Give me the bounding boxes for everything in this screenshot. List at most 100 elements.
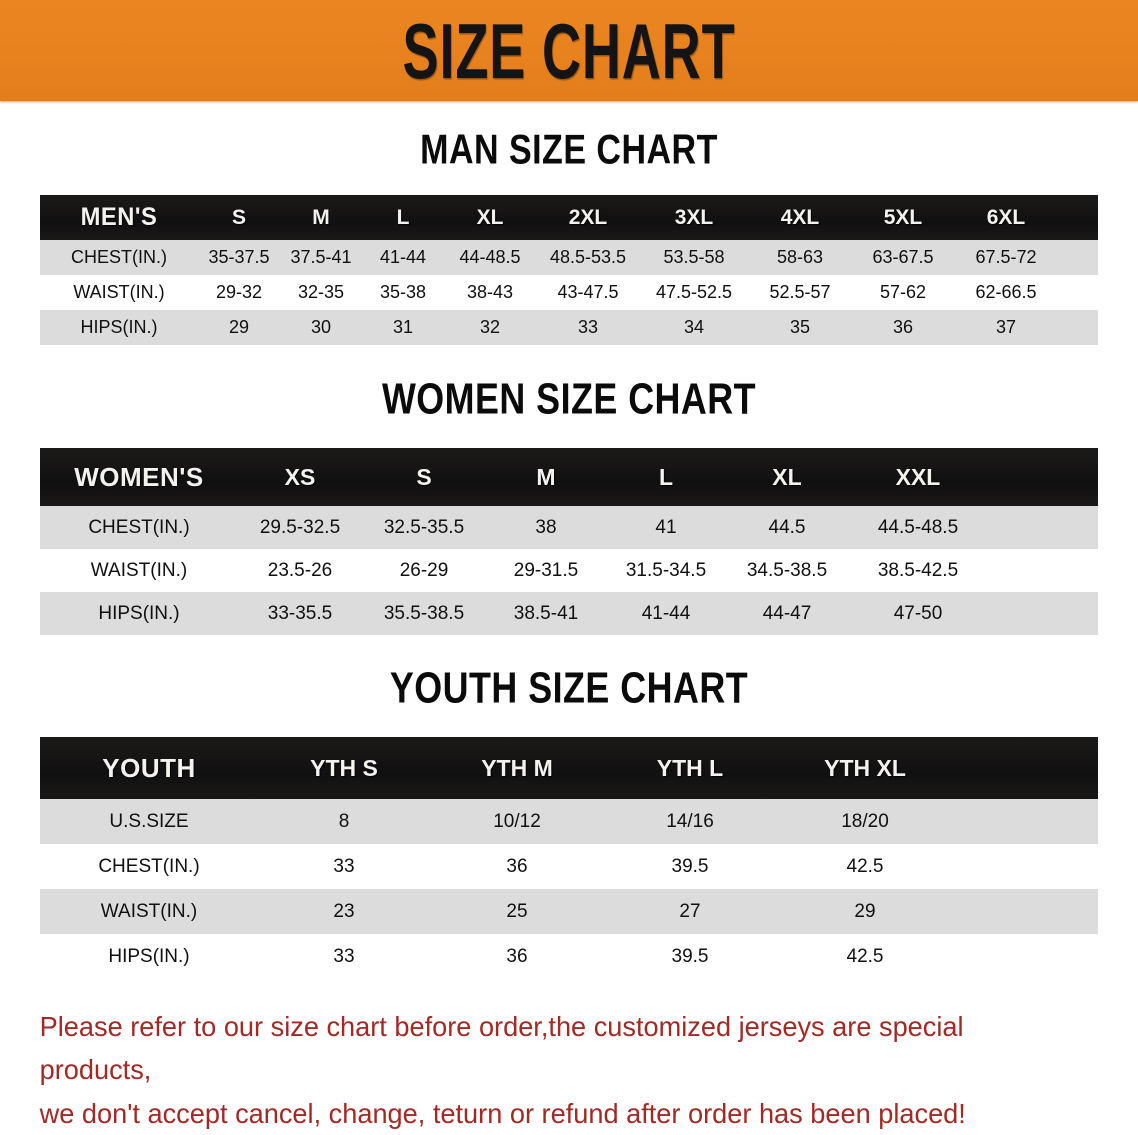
table-cell: 44-48.5 (459, 247, 521, 267)
man-size-header-s: S (231, 205, 246, 229)
table-row: WAIST(IN.) 29-32 32-35 35-38 38-43 43-47.5 47.… (40, 275, 1098, 310)
women-header-spacer (988, 448, 1098, 506)
youth-size-header-yth-xl: YTH XL (824, 754, 906, 781)
women-size-header-m: M (536, 463, 556, 490)
women-row-label: WAIST(IN.) (90, 559, 188, 581)
table-row: HIPS(IN.) 29 30 31 32 33 34 35 36 37 (40, 310, 1098, 345)
women-section-title: WOMEN SIZE CHART (381, 375, 757, 424)
youth-size-header-yth-s: YTH S (310, 754, 378, 781)
table-cell: 23 (333, 900, 355, 922)
table-cell: 67.5-72 (975, 247, 1037, 267)
table-cell: 27 (679, 900, 701, 922)
man-table-body: MEN'S S M L XL 2XL 3XL 4XL 5XL 6XL CHEST(IN.) 35-37… (40, 195, 1098, 345)
youth-size-table-wrapper: YOUTH YTH S YTH M YTH L YTH XL U.S.SIZE 8 10/12… (0, 737, 1138, 979)
man-row-label: WAIST(IN.) (73, 282, 165, 302)
table-cell: 41-44 (641, 602, 691, 624)
table-cell: 32 (479, 317, 501, 337)
table-cell: 44-47 (762, 602, 812, 624)
table-cell: 43-47.5 (557, 282, 619, 302)
table-cell: 44.5 (768, 516, 806, 538)
table-cell-spacer (988, 592, 1098, 635)
man-section-title: MAN SIZE CHART (420, 126, 718, 173)
table-cell-spacer (988, 549, 1098, 592)
table-cell: 26-29 (399, 559, 449, 581)
table-cell: 36 (892, 317, 914, 337)
women-size-header-xl: XL (772, 463, 802, 490)
youth-table-header-label: YOUTH (102, 752, 196, 783)
table-cell: 48.5-53.5 (549, 247, 627, 267)
table-cell: 38 (535, 516, 557, 538)
table-row: U.S.SIZE 8 10/12 14/16 18/20 (40, 799, 1098, 844)
table-cell: 34 (683, 317, 705, 337)
youth-size-header-yth-l: YTH L (656, 754, 724, 781)
table-cell: 44.5-48.5 (877, 516, 959, 538)
man-size-header-5xl: 5XL (883, 205, 923, 229)
table-cell: 31 (392, 317, 414, 337)
women-size-header-xxl: XXL (895, 463, 941, 490)
table-cell: 23.5-26 (267, 559, 333, 581)
table-cell: 29-31.5 (513, 559, 579, 581)
table-cell: 35-38 (379, 282, 427, 302)
disclaimer-line-2: we don't accept cancel, change, teturn o… (39, 1097, 966, 1129)
table-cell: 32-35 (297, 282, 345, 302)
man-size-table: MEN'S S M L XL 2XL 3XL 4XL 5XL 6XL CHEST(IN.) 35-37… (40, 195, 1098, 345)
women-size-header-s: S (416, 463, 432, 490)
table-cell: 47-50 (893, 602, 943, 624)
man-header-spacer (1058, 195, 1098, 240)
man-size-header-m: M (312, 205, 330, 229)
table-cell: 42.5 (846, 945, 884, 967)
youth-table-body: YOUTH YTH S YTH M YTH L YTH XL U.S.SIZE 8 10/12… (40, 737, 1098, 979)
table-cell: 33 (577, 317, 599, 337)
table-row: CHEST(IN.) 35-37.5 37.5-41 41-44 44-48.5 48.5… (40, 240, 1098, 275)
page-title: SIZE CHART (402, 6, 736, 95)
women-size-header-l: L (658, 463, 674, 490)
table-cell: 14/16 (666, 810, 714, 832)
table-cell: 62-66.5 (975, 282, 1037, 302)
man-row-label: HIPS(IN.) (80, 317, 158, 337)
page-banner: SIZE CHART (0, 0, 1138, 101)
table-cell: 53.5-58 (663, 247, 725, 267)
table-cell: 41 (655, 516, 677, 538)
youth-row-label: U.S.SIZE (109, 810, 189, 832)
table-cell: 29 (854, 900, 876, 922)
table-cell: 29 (228, 317, 250, 337)
women-size-header-xs: XS (284, 463, 316, 490)
table-cell: 39.5 (671, 945, 709, 967)
table-cell: 42.5 (846, 855, 884, 877)
women-size-table: WOMEN'S XS S M L XL XXL CHEST(IN.) 29.5-32.5 32.5… (40, 448, 1098, 635)
table-cell: 31.5-34.5 (625, 559, 707, 581)
women-table-body: WOMEN'S XS S M L XL XXL CHEST(IN.) 29.5-32.5 32.5… (40, 448, 1098, 635)
table-cell: 25 (506, 900, 528, 922)
man-table-header-label: MEN'S (80, 203, 158, 231)
table-cell: 35 (789, 317, 811, 337)
man-size-header-4xl: 4XL (780, 205, 820, 229)
table-cell-spacer (954, 799, 1098, 844)
table-cell: 47.5-52.5 (655, 282, 733, 302)
table-cell-spacer (1058, 275, 1098, 310)
table-row: WAIST(IN.) 23.5-26 26-29 29-31.5 31.5-34.5 34… (40, 549, 1098, 592)
women-row-label: HIPS(IN.) (98, 602, 180, 624)
youth-size-header-yth-m: YTH M (481, 754, 553, 781)
table-cell: 41-44 (379, 247, 427, 267)
man-row-label: CHEST(IN.) (71, 247, 167, 267)
table-cell: 8 (338, 810, 350, 832)
youth-header-spacer (954, 737, 1098, 799)
man-table-header-row: MEN'S S M L XL 2XL 3XL 4XL 5XL 6XL (40, 195, 1098, 240)
table-row: HIPS(IN.) 33-35.5 35.5-38.5 38.5-41 41-44 44-… (40, 592, 1098, 635)
table-cell: 10/12 (493, 810, 541, 832)
table-cell-spacer (1058, 240, 1098, 275)
table-cell: 35-37.5 (208, 247, 270, 267)
table-cell: 33-35.5 (267, 602, 333, 624)
table-cell: 58-63 (776, 247, 824, 267)
table-cell-spacer (1058, 310, 1098, 345)
table-row: CHEST(IN.) 33 36 39.5 42.5 (40, 844, 1098, 889)
women-size-table-wrapper: WOMEN'S XS S M L XL XXL CHEST(IN.) 29.5-32.5 32.5… (0, 448, 1138, 635)
table-cell: 33 (333, 855, 355, 877)
table-cell-spacer (954, 889, 1098, 934)
table-cell: 39.5 (671, 855, 709, 877)
table-cell: 57-62 (879, 282, 927, 302)
table-cell-spacer (954, 844, 1098, 889)
youth-row-label: HIPS(IN.) (108, 945, 190, 967)
youth-row-label: WAIST(IN.) (100, 900, 198, 922)
table-cell-spacer (954, 934, 1098, 979)
